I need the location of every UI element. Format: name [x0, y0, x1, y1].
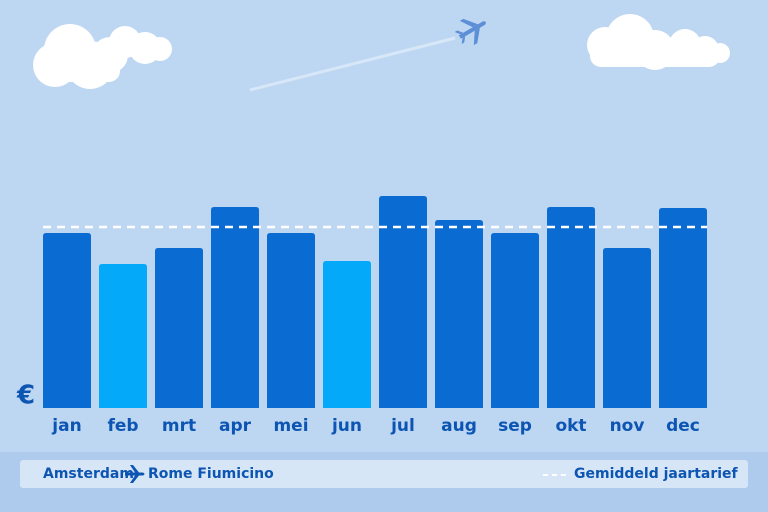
currency-label: € — [16, 381, 35, 411]
legend-plane-icon — [125, 465, 145, 483]
x-tick-label: feb — [107, 416, 138, 436]
bar — [659, 208, 707, 408]
legend-box — [20, 460, 748, 488]
bar — [211, 207, 259, 408]
bar — [267, 233, 315, 408]
bar — [43, 233, 91, 408]
legend-average: Gemiddeld jaartarief — [574, 466, 739, 482]
contrail — [249, 36, 456, 92]
x-tick-label: jul — [390, 416, 415, 436]
bar — [99, 264, 147, 408]
x-tick-label: aug — [441, 416, 477, 436]
airplane-icon — [454, 18, 486, 46]
x-tick-label: jun — [331, 416, 362, 436]
x-tick-label: dec — [666, 416, 700, 436]
bar — [155, 248, 203, 408]
cloud — [587, 14, 730, 70]
cloud — [33, 24, 172, 89]
bar — [379, 196, 427, 408]
bar — [547, 207, 595, 408]
legend-destination: Rome Fiumicino — [148, 466, 274, 482]
bar — [603, 248, 651, 408]
x-tick-label: sep — [498, 416, 532, 436]
x-tick-label: nov — [610, 416, 645, 436]
legend-origin: Amsterdam — [43, 466, 134, 482]
bar — [491, 233, 539, 408]
x-tick-label: mei — [273, 416, 308, 436]
bar — [435, 220, 483, 408]
x-tick-label: apr — [219, 416, 252, 436]
x-tick-label: jan — [51, 416, 81, 436]
bar — [323, 261, 371, 408]
x-tick-label: mrt — [162, 416, 196, 436]
x-tick-label: okt — [555, 416, 586, 436]
